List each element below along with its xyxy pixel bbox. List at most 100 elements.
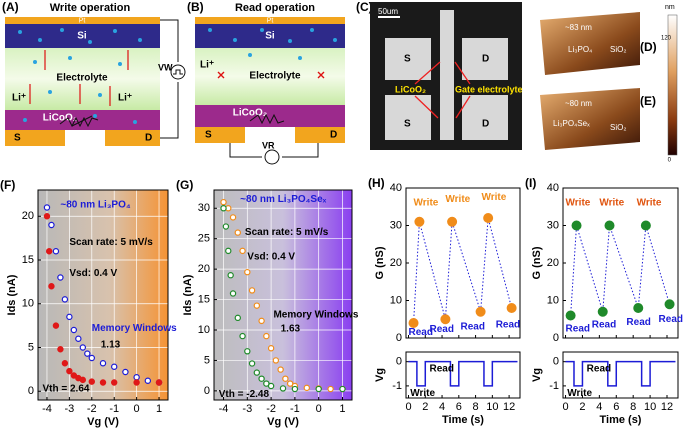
annotation: Read xyxy=(429,364,453,375)
pt-layer xyxy=(195,17,345,24)
layer-label: LiCoO₂ xyxy=(43,113,77,124)
point xyxy=(475,306,486,317)
plot-frame xyxy=(405,351,521,399)
point xyxy=(227,272,234,279)
y-tick-label: 0 xyxy=(553,332,559,344)
layer-label: Si xyxy=(77,31,87,42)
point xyxy=(597,306,608,317)
electrode-label: S xyxy=(205,130,212,141)
point xyxy=(248,360,256,367)
layer-label: Electrolyte xyxy=(249,71,301,82)
electrode-label: S xyxy=(404,54,411,65)
point xyxy=(225,247,232,255)
point xyxy=(239,247,246,255)
source xyxy=(195,127,245,143)
y-axis-label: Ids (nA) xyxy=(182,274,194,315)
point xyxy=(88,354,95,362)
x-tick-label: 10 xyxy=(644,401,656,413)
y-tick-label: 30 xyxy=(390,219,402,231)
point xyxy=(263,332,270,340)
annotation: Memory Windows xyxy=(92,323,177,334)
annotation: Vth = -2.48 xyxy=(219,389,270,400)
point xyxy=(440,314,451,325)
panel-label: (D) xyxy=(640,40,657,54)
x-tick-label: -4 xyxy=(42,403,52,415)
circuit-wire xyxy=(229,143,319,158)
layer-label: Electrolyte xyxy=(56,73,108,84)
point xyxy=(291,385,299,393)
y-axis-label: G (nS) xyxy=(531,246,543,279)
point xyxy=(84,350,91,357)
layer-label: Pt xyxy=(79,17,86,24)
plot-background xyxy=(406,188,520,338)
point xyxy=(66,367,73,375)
annotation: Read xyxy=(496,320,520,331)
electrode-label: D xyxy=(482,54,489,65)
point xyxy=(272,357,280,364)
afm-surface xyxy=(540,88,640,150)
point xyxy=(48,283,55,290)
x-tick-label: 12 xyxy=(661,401,673,413)
diagram-title: Read operation xyxy=(235,2,315,14)
point xyxy=(506,303,517,313)
point xyxy=(248,287,256,294)
plot-frame xyxy=(37,189,169,401)
y-tick-label: 10 xyxy=(390,294,402,306)
layer-label: Si xyxy=(265,31,275,42)
point xyxy=(57,346,64,353)
y-tick-label: 0 xyxy=(553,356,559,368)
panel-label: (G) xyxy=(176,178,193,192)
point xyxy=(267,345,275,352)
resistor xyxy=(59,115,99,128)
x-tick-label: -3 xyxy=(64,403,74,415)
voltage-label: VR xyxy=(262,140,275,150)
layer-label: Pt xyxy=(267,17,274,24)
y-tick-label: 10 xyxy=(22,298,34,310)
point xyxy=(244,268,251,276)
annotation: Write xyxy=(637,198,662,209)
point xyxy=(79,376,87,384)
annotation: Read xyxy=(587,364,611,375)
y-tick-label: 15 xyxy=(198,293,210,305)
si-layer xyxy=(195,24,345,48)
point xyxy=(253,302,261,309)
panel-label: (H) xyxy=(368,176,385,190)
annotation: Memory Windows xyxy=(273,309,358,320)
annotation: Read xyxy=(429,324,453,335)
ion-label: Li⁺ xyxy=(200,60,214,71)
colorbar-unit: nm xyxy=(665,4,675,11)
point xyxy=(604,220,615,231)
y-axis-label: Vg xyxy=(374,368,386,382)
plot-frame xyxy=(405,187,521,339)
electrode-label: S xyxy=(404,119,411,130)
annotation: Read xyxy=(626,317,650,328)
point xyxy=(414,216,425,227)
point xyxy=(222,223,230,230)
annotation: Write xyxy=(445,194,470,205)
point xyxy=(88,378,95,385)
x-tick-label: 6 xyxy=(613,401,619,413)
point xyxy=(664,299,675,310)
x-tick-label: -2 xyxy=(87,403,97,415)
point xyxy=(75,335,82,342)
x-axis-label: Vg (V) xyxy=(87,416,119,428)
annotation: Scan rate: 5 mV/s xyxy=(69,237,153,248)
point xyxy=(408,318,419,328)
plot-background xyxy=(563,188,678,338)
diagram-a: (A) Write operation Pt Si Electrolyte Li… xyxy=(2,0,186,146)
annotation: Write xyxy=(414,198,439,209)
point xyxy=(277,366,284,373)
film-label: Li₃PO₄Seₓ xyxy=(553,119,590,128)
x-tick-label: 4 xyxy=(596,401,602,413)
x-tick-label: -1 xyxy=(290,403,300,415)
point xyxy=(234,314,241,322)
panel-label: (A) xyxy=(2,0,19,14)
y-tick-label: 20 xyxy=(22,210,34,222)
point xyxy=(52,248,60,255)
point xyxy=(133,374,140,381)
point xyxy=(303,384,310,392)
substrate-label: SiO₂ xyxy=(610,45,626,54)
series-line xyxy=(565,360,676,387)
